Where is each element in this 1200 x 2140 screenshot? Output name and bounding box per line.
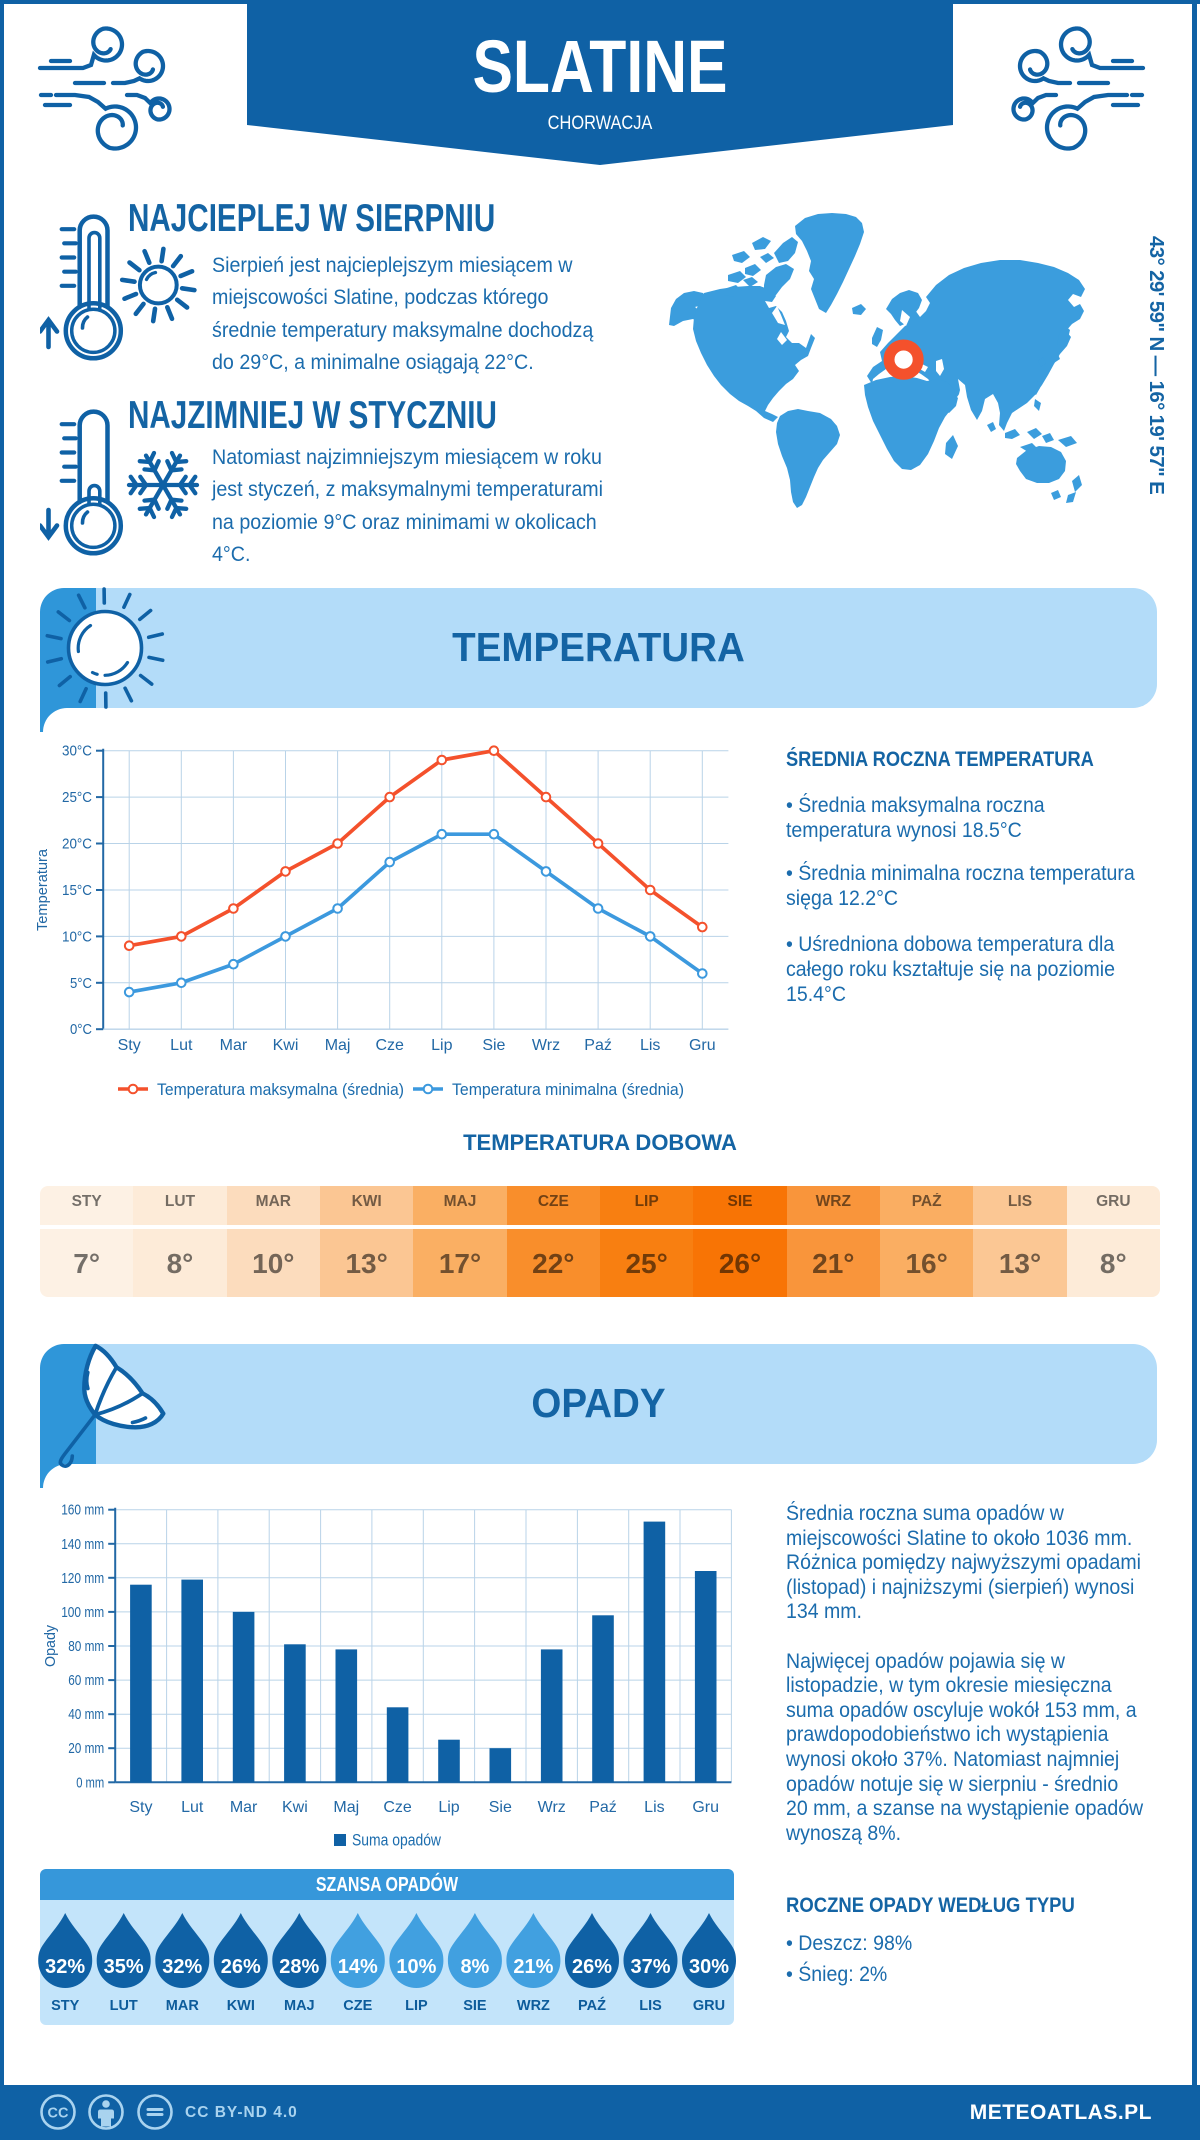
svg-text:Lis: Lis — [640, 1037, 660, 1054]
svg-text:Kwi: Kwi — [282, 1799, 308, 1816]
svg-text:26%: 26% — [221, 1956, 261, 1978]
svg-text:Paź: Paź — [584, 1037, 612, 1054]
svg-text:Maj: Maj — [325, 1037, 351, 1054]
svg-text:25°C: 25°C — [62, 789, 92, 806]
svg-text:CC: CC — [48, 2106, 69, 2122]
svg-text:32%: 32% — [162, 1956, 202, 1978]
svg-text:Sie: Sie — [489, 1799, 512, 1816]
svg-text:30%: 30% — [689, 1956, 729, 1978]
svg-text:Gru: Gru — [689, 1037, 716, 1054]
svg-text:MAR: MAR — [166, 1998, 200, 2014]
svg-text:0°C: 0°C — [70, 1021, 92, 1038]
svg-text:Mar: Mar — [220, 1037, 248, 1054]
svg-text:PAŹ: PAŹ — [578, 1997, 606, 2014]
svg-text:30°C: 30°C — [62, 743, 92, 760]
svg-text:Lut: Lut — [181, 1799, 204, 1816]
svg-text:5°C: 5°C — [70, 975, 92, 992]
svg-text:15°C: 15°C — [62, 882, 92, 899]
svg-text:8%: 8% — [460, 1956, 489, 1978]
svg-text:Wrz: Wrz — [532, 1037, 560, 1054]
svg-text:80 mm: 80 mm — [68, 1638, 104, 1655]
svg-text:0 mm: 0 mm — [76, 1774, 104, 1791]
svg-text:Lip: Lip — [431, 1037, 452, 1054]
svg-text:60 mm: 60 mm — [68, 1672, 104, 1689]
svg-text:100 mm: 100 mm — [61, 1604, 104, 1621]
svg-text:Kwi: Kwi — [273, 1037, 299, 1054]
svg-text:Maj: Maj — [333, 1799, 359, 1816]
svg-text:20 mm: 20 mm — [68, 1740, 104, 1757]
svg-text:10%: 10% — [396, 1956, 436, 1978]
svg-text:Wrz: Wrz — [538, 1799, 566, 1816]
svg-text:Lut: Lut — [170, 1037, 193, 1054]
svg-text:Lip: Lip — [438, 1799, 459, 1816]
svg-text:Temperatura maksymalna (średni: Temperatura maksymalna (średnia) — [157, 1081, 404, 1099]
svg-text:LIS: LIS — [639, 1998, 662, 2014]
svg-text:Temperatura minimalna (średnia: Temperatura minimalna (średnia) — [452, 1081, 684, 1099]
svg-text:140 mm: 140 mm — [61, 1536, 104, 1553]
svg-text:Paź: Paź — [589, 1799, 617, 1816]
svg-text:MAJ: MAJ — [284, 1998, 315, 2014]
svg-text:Lis: Lis — [644, 1799, 664, 1816]
svg-text:10°C: 10°C — [62, 928, 92, 945]
svg-text:Suma opadów: Suma opadów — [352, 1832, 441, 1850]
svg-text:SIE: SIE — [463, 1998, 487, 2014]
svg-text:28%: 28% — [279, 1956, 319, 1978]
svg-text:Mar: Mar — [230, 1799, 258, 1816]
svg-text:40 mm: 40 mm — [68, 1706, 104, 1723]
svg-text:CZE: CZE — [343, 1998, 372, 2014]
svg-text:37%: 37% — [630, 1956, 670, 1978]
svg-text:Temperatura: Temperatura — [34, 848, 51, 931]
svg-text:120 mm: 120 mm — [61, 1570, 104, 1587]
svg-text:20°C: 20°C — [62, 836, 92, 853]
svg-text:26%: 26% — [572, 1956, 612, 1978]
svg-text:160 mm: 160 mm — [61, 1502, 104, 1519]
svg-text:GRU: GRU — [693, 1998, 725, 2014]
svg-text:WRZ: WRZ — [517, 1998, 550, 2014]
svg-text:14%: 14% — [338, 1956, 378, 1978]
svg-text:32%: 32% — [45, 1956, 85, 1978]
svg-text:KWI: KWI — [227, 1998, 255, 2014]
svg-text:Sty: Sty — [118, 1037, 141, 1054]
svg-text:35%: 35% — [104, 1956, 144, 1978]
svg-text:Cze: Cze — [383, 1799, 412, 1816]
svg-text:Cze: Cze — [375, 1037, 404, 1054]
svg-text:Opady: Opady — [42, 1625, 59, 1667]
svg-text:Gru: Gru — [692, 1799, 719, 1816]
svg-text:Sie: Sie — [482, 1037, 505, 1054]
svg-text:STY: STY — [51, 1998, 80, 2014]
svg-text:LIP: LIP — [405, 1998, 428, 2014]
svg-text:21%: 21% — [513, 1956, 553, 1978]
svg-text:Sty: Sty — [129, 1799, 152, 1816]
svg-text:LUT: LUT — [110, 1998, 138, 2014]
